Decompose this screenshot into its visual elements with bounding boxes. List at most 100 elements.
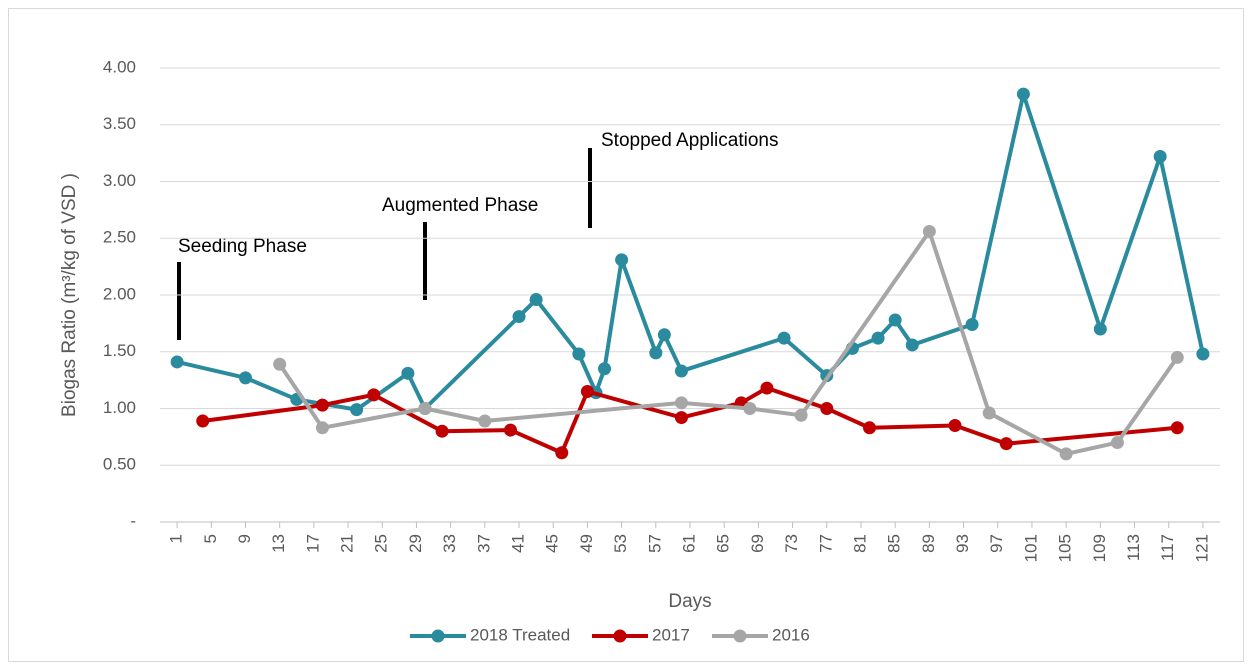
chart-border [8, 8, 1244, 662]
data-point [871, 331, 885, 345]
data-point [1016, 87, 1030, 101]
data-point [315, 421, 329, 435]
series-line [278, 229, 1179, 456]
data-point [1196, 347, 1210, 361]
data-point [820, 402, 834, 415]
data-point [888, 313, 902, 327]
data-point [478, 414, 492, 428]
x-tick-label: 9 [235, 534, 254, 543]
data-point [657, 328, 671, 342]
y-tick-label: 2.50 [103, 228, 136, 247]
data-point [1153, 150, 1167, 164]
x-axis-label: Days [668, 591, 711, 612]
x-tick-label: 85 [885, 534, 904, 553]
y-tick-label: 0.50 [103, 455, 136, 474]
x-tick-label: 25 [372, 534, 391, 553]
annotation: Seeding Phase [178, 236, 307, 257]
x-tick-label: 65 [714, 534, 733, 553]
annotation: Augmented Phase [382, 195, 538, 216]
y-tick-label: 2.00 [103, 284, 136, 303]
data-point [760, 381, 774, 395]
x-tick-label: 93 [953, 534, 972, 553]
data-point [1170, 350, 1184, 364]
data-point [555, 446, 569, 460]
x-tick-label: 105 [1056, 534, 1075, 562]
y-tick-label: 1.00 [103, 398, 136, 417]
data-point [1093, 322, 1107, 336]
data-point [999, 437, 1013, 451]
data-point [401, 366, 415, 380]
data-point [512, 310, 526, 324]
data-point [580, 384, 594, 398]
data-point [982, 406, 996, 420]
data-point [196, 414, 210, 428]
x-tick-label: 37 [474, 534, 493, 553]
data-point [170, 355, 184, 369]
data-point [863, 421, 877, 435]
data-point [674, 396, 688, 410]
data-point [1170, 421, 1184, 435]
data-point [674, 364, 688, 378]
x-tick-label: 121 [1192, 534, 1211, 562]
x-tick-label: 1 [167, 534, 186, 543]
y-axis-label: Biogas Ratio (m³/kg of VSD ) [59, 173, 80, 417]
y-tick-label: - [130, 511, 136, 530]
data-point [1110, 436, 1124, 450]
data-point [238, 371, 252, 385]
x-tick-label: 49 [577, 534, 596, 553]
data-point [503, 423, 517, 437]
x-tick-label: 5 [201, 534, 220, 543]
data-point [435, 424, 449, 438]
x-tick-label: 97 [987, 534, 1006, 553]
data-point [598, 362, 612, 376]
data-point [674, 411, 688, 425]
data-point [572, 347, 586, 361]
x-tick-label: 29 [406, 534, 425, 553]
x-tick-label: 17 [303, 534, 322, 553]
data-point [905, 338, 919, 352]
x-tick-label: 13 [269, 534, 288, 553]
legend-marker [431, 629, 445, 643]
x-tick-label: 61 [679, 534, 698, 553]
x-tick-label: 53 [611, 534, 630, 553]
legend-label: 2018 Treated [470, 625, 570, 644]
data-point [529, 293, 543, 307]
data-point [649, 346, 663, 360]
data-point [794, 408, 808, 422]
data-point [367, 388, 381, 402]
x-tick-label: 81 [850, 534, 869, 553]
y-tick-label: 4.00 [103, 57, 136, 76]
legend-marker [733, 629, 747, 643]
x-tick-label: 21 [338, 534, 357, 553]
x-tick-label: 89 [919, 534, 938, 553]
x-tick-label: 69 [748, 534, 767, 553]
data-point [777, 331, 791, 345]
y-tick-label: 3.50 [103, 114, 136, 133]
annotation: Stopped Applications [601, 130, 778, 151]
x-tick-label: 73 [782, 534, 801, 553]
x-tick-label: 113 [1124, 534, 1143, 561]
data-point [315, 398, 329, 412]
x-tick-label: 117 [1158, 534, 1177, 561]
data-point [273, 357, 287, 371]
data-point [615, 253, 629, 267]
x-tick-label: 109 [1090, 534, 1109, 562]
y-tick-label: 1.50 [103, 341, 136, 360]
x-tick-label: 57 [645, 534, 664, 553]
data-point [948, 419, 962, 433]
data-point [743, 402, 757, 415]
data-point [350, 403, 364, 417]
data-point [418, 402, 432, 415]
legend-label: 2016 [772, 625, 810, 644]
y-tick-label: 3.00 [103, 171, 136, 190]
x-tick-label: 41 [509, 534, 528, 553]
x-tick-label: 45 [543, 534, 562, 553]
x-tick-label: 77 [816, 534, 835, 553]
x-tick-label: 33 [440, 534, 459, 553]
data-point [965, 318, 979, 332]
legend-label: 2017 [652, 625, 690, 644]
data-point [1059, 447, 1073, 461]
legend-marker [613, 629, 627, 643]
x-tick-label: 101 [1021, 534, 1040, 562]
